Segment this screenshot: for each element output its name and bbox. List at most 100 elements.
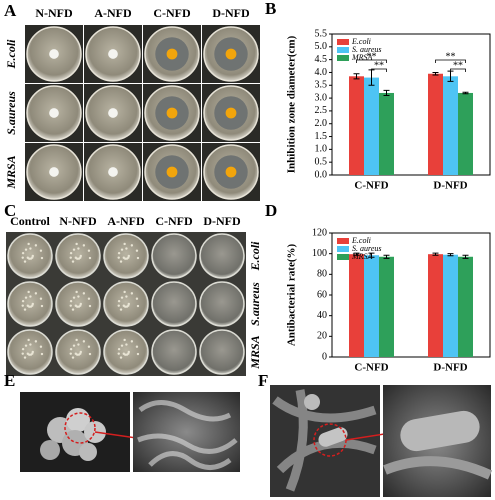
bar: [349, 76, 364, 175]
bar: [364, 77, 379, 175]
colony: [135, 345, 139, 348]
colony: [29, 353, 33, 356]
significance-label: **: [446, 51, 456, 62]
agar-plate: [7, 329, 53, 375]
colony: [77, 295, 80, 298]
y-tick-label: 3.0: [315, 92, 328, 103]
colony: [69, 304, 72, 307]
colony: [87, 345, 91, 348]
significance-bracket: [435, 59, 466, 63]
error-bar: [353, 252, 360, 256]
colony: [21, 304, 24, 307]
colony: [26, 352, 30, 355]
colony: [40, 256, 44, 260]
colony: [88, 352, 92, 356]
significance-label: **: [453, 60, 463, 71]
y-tick-label: 3.5: [315, 80, 328, 91]
disk: [49, 108, 59, 118]
colony: [34, 340, 38, 343]
column-label: A-NFD: [94, 6, 132, 20]
panel-label: C: [4, 201, 16, 220]
colony: [136, 352, 140, 356]
colony: [21, 299, 25, 303]
row-label: MRSA: [4, 155, 18, 189]
colony: [125, 343, 128, 346]
colony: [119, 308, 123, 311]
significance-bracket: [450, 68, 466, 72]
colony: [117, 347, 121, 351]
colony: [72, 296, 76, 299]
colony: [117, 352, 120, 355]
colony: [71, 308, 75, 311]
colony: [39, 345, 43, 348]
colony: [69, 352, 72, 355]
significance-bracket: [371, 68, 387, 72]
disk: [49, 167, 59, 177]
colony: [26, 256, 30, 259]
row-label: E.coli: [248, 241, 262, 272]
colony: [77, 305, 81, 308]
panel-label: A: [4, 1, 17, 20]
error-bar: [353, 73, 360, 80]
colony: [120, 296, 124, 299]
colony: [130, 292, 134, 295]
legend-label: MRSA: [351, 252, 373, 261]
colony: [69, 299, 73, 303]
colony: [117, 256, 120, 259]
error-bar: [368, 252, 375, 258]
column-label: D-NFD: [203, 214, 241, 228]
row-label: E.coli: [4, 39, 18, 70]
colony: [29, 305, 33, 308]
colony: [77, 247, 80, 250]
colony: [29, 247, 32, 250]
significance-bracket: [356, 59, 387, 63]
legend-label: E.coli: [351, 236, 371, 245]
error-bar: [383, 89, 390, 97]
agar-plate: [103, 233, 149, 279]
colony: [75, 338, 78, 342]
y-tick-label: 2.0: [315, 118, 328, 129]
colony: [77, 257, 81, 260]
colony: [136, 256, 140, 260]
plot-frame: [331, 33, 491, 176]
colony: [82, 340, 86, 343]
colony: [23, 260, 27, 263]
bar: [428, 254, 443, 357]
colony: [125, 305, 129, 308]
colony: [120, 248, 124, 251]
column-label: Control: [10, 214, 50, 228]
y-axis-label: Inhibition zone diameter(cm): [286, 35, 298, 173]
agar-plate: [55, 281, 101, 327]
colony: [27, 290, 30, 294]
colony: [69, 347, 73, 351]
y-tick-label: 60: [317, 289, 327, 300]
y-tick-label: 0.5: [315, 156, 328, 167]
colony: [26, 304, 30, 307]
colony: [29, 295, 32, 298]
bar: [349, 254, 364, 357]
legend-swatch: [337, 47, 349, 53]
colony: [71, 356, 75, 359]
bar: [379, 256, 394, 357]
colony: [125, 295, 128, 298]
x-tick-label: D-NFD: [433, 362, 467, 374]
error-bar: [462, 91, 469, 95]
colony: [27, 242, 30, 246]
plot-frame: [331, 232, 491, 358]
agar-plate: [199, 329, 245, 375]
agar-plate: [55, 233, 101, 279]
colony: [23, 356, 27, 359]
agar-plate: [103, 329, 149, 375]
colony: [88, 304, 92, 308]
legend-label: MRSA: [351, 53, 373, 62]
colony: [125, 353, 129, 356]
legend-label: S. aureus: [352, 244, 381, 253]
y-tick-label: 20: [317, 331, 327, 342]
sem-image-f: [270, 385, 493, 497]
colony: [77, 343, 80, 346]
colony: [136, 304, 140, 308]
colony: [27, 338, 30, 342]
y-tick-label: 4.5: [315, 54, 328, 65]
colony: [40, 304, 44, 308]
